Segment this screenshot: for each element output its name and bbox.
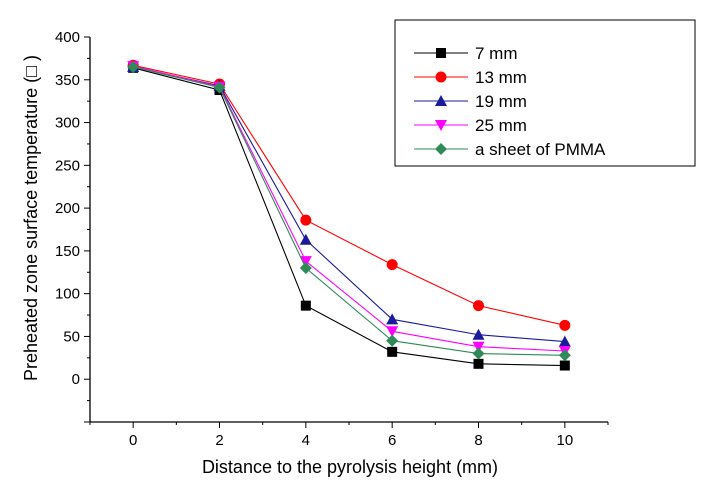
y-tick-label: 350 <box>55 72 80 89</box>
legend-marker <box>436 48 446 58</box>
data-point <box>299 256 312 268</box>
legend-label: 19 mm <box>475 92 527 111</box>
data-point <box>386 334 399 347</box>
data-point <box>472 347 485 360</box>
data-point <box>299 262 312 274</box>
y-axis-title: Preheated zone surface temperature (□ ) <box>21 55 41 381</box>
legend-entry: a sheet of PMMA <box>414 140 606 159</box>
y-tick-label: 100 <box>55 286 80 303</box>
legend: 7 mm 13 mm 19 mm 25 mm a sheet of PMMA <box>394 19 696 167</box>
legend-box <box>394 19 696 167</box>
x-tick-label: 6 <box>388 432 396 449</box>
series-line <box>133 64 565 326</box>
series-4 <box>127 60 571 362</box>
legend-entry: 13 mm <box>414 68 527 87</box>
series-line <box>133 66 565 356</box>
data-point <box>299 233 312 245</box>
data-point <box>472 341 485 353</box>
x-axis-title: Distance to the pyrolysis height (mm) <box>202 457 498 477</box>
legend-marker <box>435 143 447 155</box>
data-point <box>386 259 398 271</box>
legend-entry: 25 mm <box>414 116 527 135</box>
x-tick-label: 8 <box>474 432 482 449</box>
series-line <box>133 66 565 343</box>
y-tick-label: 250 <box>55 157 80 174</box>
data-series <box>127 59 571 371</box>
series-line <box>133 67 565 367</box>
data-point <box>127 60 140 73</box>
legend-entry: 7 mm <box>414 44 518 63</box>
legend-label: 25 mm <box>475 116 527 135</box>
y-tick-label: 50 <box>63 328 80 345</box>
data-point <box>559 319 571 331</box>
data-point <box>558 349 571 362</box>
y-tick-label: 400 <box>55 29 80 46</box>
y-tick-label: 0 <box>72 371 80 388</box>
x-tick-label: 0 <box>129 432 137 449</box>
legend-entry: 19 mm <box>414 92 527 111</box>
data-point <box>473 358 484 369</box>
data-point <box>559 360 570 371</box>
y-tick-label: 200 <box>55 200 80 217</box>
data-point <box>387 346 398 357</box>
series-line <box>133 65 565 352</box>
legend-label: 13 mm <box>475 68 527 87</box>
x-tick-label: 10 <box>556 432 573 449</box>
y-tick-label: 150 <box>55 243 80 260</box>
legend-label: 7 mm <box>475 44 518 63</box>
legend-marker <box>435 71 447 83</box>
x-tick-label: 2 <box>215 432 223 449</box>
legend-marker <box>435 95 447 106</box>
axes: 0 50 100 150 200 250 300 350 400 0 2 4 6 8 10 <box>55 29 609 449</box>
data-point <box>386 313 399 325</box>
y-tick-label: 300 <box>55 115 80 132</box>
data-point <box>300 300 311 311</box>
data-point <box>213 81 226 94</box>
legend-label: a sheet of PMMA <box>475 140 606 159</box>
data-point <box>386 326 399 338</box>
data-point <box>472 328 485 340</box>
data-point <box>558 335 571 347</box>
data-point <box>473 300 484 312</box>
legend-marker <box>435 120 447 131</box>
data-point <box>300 214 312 226</box>
x-tick-label: 4 <box>302 432 310 449</box>
